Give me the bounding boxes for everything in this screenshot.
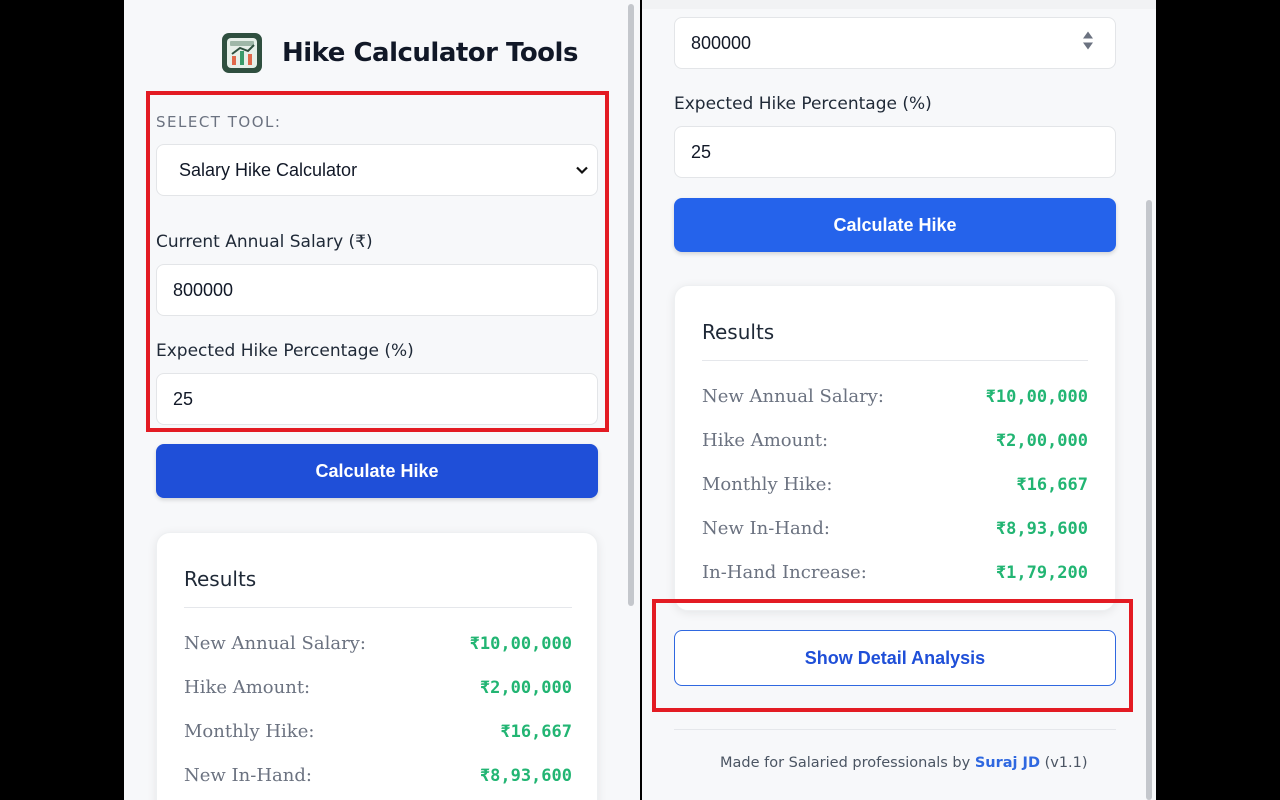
result-value: ₹10,00,000 — [985, 386, 1088, 407]
results-divider — [702, 360, 1088, 361]
hike-percentage-input-value: 25 — [691, 141, 712, 162]
salary-input[interactable]: 800000 — [674, 17, 1116, 69]
result-row: Hike Amount: ₹2,00,000 — [702, 430, 1088, 451]
chevron-down-icon — [575, 160, 589, 181]
footer-divider — [674, 729, 1116, 730]
results-card: Results New Annual Salary: ₹10,00,000 Hi… — [674, 285, 1116, 611]
results-divider — [184, 607, 572, 608]
result-label: New Annual Salary: — [702, 386, 884, 407]
left-panel: Hike Calculator Tools SELECT TOOL: Salar… — [124, 0, 640, 800]
result-value: ₹2,00,000 — [995, 430, 1088, 451]
salary-label: Current Annual Salary (₹) — [156, 232, 373, 252]
hike-percentage-input[interactable]: 25 — [156, 373, 598, 425]
result-label: Monthly Hike: — [184, 721, 315, 742]
result-value: ₹16,667 — [1016, 474, 1088, 495]
select-tool-label: SELECT TOOL: — [156, 113, 282, 131]
spinner-icon[interactable] — [1081, 29, 1095, 58]
result-row: New In-Hand: ₹8,93,600 — [702, 518, 1088, 539]
hike-percentage-input[interactable]: 25 — [674, 126, 1116, 178]
result-label: Hike Amount: — [184, 677, 311, 698]
hike-percentage-input-value: 25 — [173, 388, 194, 409]
results-title: Results — [184, 567, 257, 591]
hike-percentage-label: Expected Hike Percentage (%) — [156, 341, 414, 361]
result-label: New Annual Salary: — [184, 633, 366, 654]
result-label: Hike Amount: — [702, 430, 829, 451]
result-value: ₹16,667 — [500, 721, 572, 742]
calculate-hike-button[interactable]: Calculate Hike — [674, 198, 1116, 252]
tool-select-value: Salary Hike Calculator — [179, 159, 358, 180]
result-label: In-Hand Increase: — [702, 562, 867, 583]
result-row: New In-Hand: ₹8,93,600 — [184, 765, 572, 786]
result-label: New In-Hand: — [702, 518, 830, 539]
result-value: ₹10,00,000 — [469, 633, 572, 654]
tool-select[interactable]: Salary Hike Calculator — [156, 144, 598, 196]
footer-text: Made for Salaried professionals by — [720, 755, 971, 771]
version-text: (v1.1) — [1044, 755, 1088, 771]
left-scrollbar[interactable] — [628, 4, 634, 606]
result-row: Hike Amount: ₹2,00,000 — [184, 677, 572, 698]
result-value: ₹1,79,200 — [995, 562, 1088, 583]
result-row: New Annual Salary: ₹10,00,000 — [702, 386, 1088, 407]
result-row: In-Hand Increase: ₹1,79,200 — [702, 562, 1088, 583]
result-row: New Annual Salary: ₹10,00,000 — [184, 633, 572, 654]
app-header: Hike Calculator Tools — [222, 33, 578, 73]
result-row: Monthly Hike: ₹16,667 — [184, 721, 572, 742]
calculate-hike-button[interactable]: Calculate Hike — [156, 444, 598, 498]
show-detail-analysis-button[interactable]: Show Detail Analysis — [674, 630, 1116, 686]
calculator-chart-icon — [222, 33, 262, 73]
footer: Made for Salaried professionals by Suraj… — [720, 755, 1088, 771]
salary-input[interactable]: 800000 — [156, 264, 598, 316]
result-value: ₹2,00,000 — [479, 677, 572, 698]
result-label: New In-Hand: — [184, 765, 312, 786]
results-card: Results New Annual Salary: ₹10,00,000 Hi… — [156, 532, 598, 800]
salary-input-value: 800000 — [691, 32, 752, 53]
right-scrollbar[interactable] — [1146, 200, 1152, 800]
result-row: Monthly Hike: ₹16,667 — [702, 474, 1088, 495]
result-value: ₹8,93,600 — [995, 518, 1088, 539]
right-panel: 800000 Expected Hike Percentage (%) 25 C… — [642, 0, 1156, 800]
results-title: Results — [702, 320, 775, 344]
app-title: Hike Calculator Tools — [282, 38, 578, 68]
author-link[interactable]: Suraj JD — [974, 755, 1040, 771]
result-label: Monthly Hike: — [702, 474, 833, 495]
salary-input-value: 800000 — [173, 279, 234, 300]
result-value: ₹8,93,600 — [479, 765, 572, 786]
hike-percentage-label: Expected Hike Percentage (%) — [674, 94, 932, 114]
top-edge — [642, 0, 1156, 9]
